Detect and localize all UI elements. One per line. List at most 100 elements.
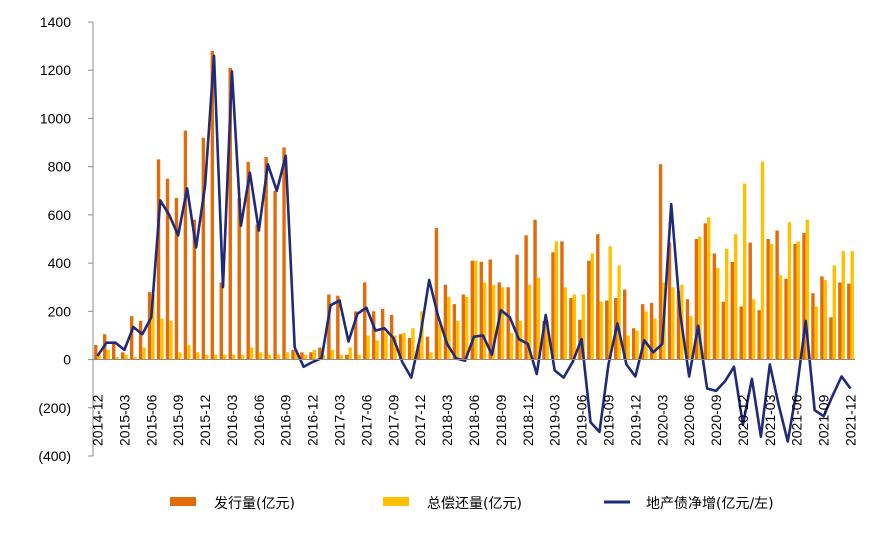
- bar-issuance: [712, 253, 717, 360]
- x-tick-label: 2021-06: [789, 394, 805, 446]
- bar-issuance: [524, 235, 528, 360]
- bar-issuance: [112, 341, 116, 360]
- x-tick-label: 2019-12: [627, 394, 643, 446]
- bar-issuance: [640, 304, 645, 360]
- bar-issuance: [398, 334, 403, 360]
- bar-issuance: [291, 349, 295, 360]
- bar-issuance: [156, 159, 161, 360]
- bar-issuance: [237, 198, 241, 360]
- bar-repayment: [339, 354, 343, 360]
- bar-issuance: [470, 260, 474, 360]
- bar-repayment: [133, 357, 137, 360]
- bar-issuance: [228, 67, 232, 360]
- x-tick-label: 2021-12: [843, 394, 859, 446]
- bar-repayment: [249, 347, 254, 360]
- bar-repayment: [536, 277, 541, 360]
- bar-issuance: [371, 311, 376, 360]
- bar-repayment: [438, 323, 442, 360]
- bar-repayment: [841, 251, 845, 360]
- bar-issuance: [488, 259, 492, 360]
- x-tick-label: 2016-03: [224, 394, 240, 446]
- bar-issuance: [551, 252, 555, 360]
- x-tick-label: 2014-12: [89, 394, 105, 446]
- bar-repayment: [196, 352, 200, 360]
- bar-repayment: [832, 265, 836, 360]
- y-tick-label: 1200: [40, 62, 71, 78]
- bar-repayment: [509, 333, 514, 360]
- bar-repayment: [491, 284, 496, 360]
- bar-repayment: [527, 284, 532, 360]
- bar-repayment: [608, 246, 612, 360]
- bar-issuance: [282, 147, 286, 360]
- bar-issuance: [380, 308, 385, 360]
- bar-issuance: [631, 328, 636, 360]
- bar-issuance: [730, 261, 734, 360]
- bar-issuance: [219, 282, 223, 360]
- bar-repayment: [769, 243, 774, 360]
- bar-issuance: [649, 302, 654, 360]
- bar-repayment: [563, 287, 568, 360]
- bar-issuance: [183, 130, 188, 360]
- bar-repayment: [267, 354, 272, 360]
- bar-issuance: [658, 164, 663, 360]
- x-tick-label: 2020-09: [708, 394, 724, 446]
- bar-repayment: [402, 333, 406, 360]
- bars-layer: [94, 50, 854, 360]
- bar-repayment: [698, 236, 702, 360]
- bar-issuance: [273, 190, 277, 360]
- y-tick-label: 800: [48, 159, 72, 175]
- bar-repayment: [635, 330, 639, 360]
- x-tick-label: 2015-03: [116, 394, 132, 446]
- bar-repayment: [276, 354, 281, 360]
- bar-repayment: [716, 267, 720, 360]
- bar-issuance: [703, 223, 708, 360]
- bar-repayment: [456, 320, 460, 360]
- bar-issuance: [542, 320, 546, 360]
- bar-issuance: [94, 345, 98, 360]
- bar-repayment: [366, 335, 370, 360]
- y-tick-label: 1000: [40, 110, 71, 126]
- bar-issuance: [506, 287, 510, 360]
- bar-issuance: [210, 50, 215, 360]
- bar-issuance: [802, 232, 806, 360]
- x-tick-label: 2021-09: [816, 394, 832, 446]
- bar-repayment: [814, 306, 819, 360]
- bar-repayment: [348, 347, 352, 360]
- bar-issuance: [255, 224, 259, 360]
- x-tick-label: 2016-06: [251, 394, 267, 446]
- bar-issuance: [829, 317, 833, 360]
- bar-repayment: [411, 328, 415, 360]
- bar-repayment: [644, 311, 648, 360]
- bar-repayment: [850, 251, 854, 360]
- bar-repayment: [393, 335, 397, 360]
- bar-repayment: [312, 349, 317, 360]
- y-tick-label: 400: [48, 255, 72, 271]
- x-tick-label: 2016-12: [305, 394, 321, 446]
- x-tick-label: 2017-09: [385, 394, 401, 446]
- x-tick-label: 2021-03: [762, 394, 778, 446]
- bar-issuance: [587, 260, 591, 360]
- bar-issuance: [165, 178, 170, 360]
- bar-issuance: [578, 319, 582, 360]
- line-net-increase: [96, 54, 852, 443]
- bar-issuance: [622, 289, 627, 360]
- bar-repayment: [115, 357, 119, 360]
- x-tick-label: 2020-03: [654, 394, 670, 446]
- bar-repayment: [599, 301, 603, 360]
- bar-repayment: [751, 299, 756, 360]
- x-tick-label: 2018-03: [439, 394, 455, 446]
- bar-repayment: [465, 296, 469, 360]
- bar-repayment: [97, 354, 101, 360]
- x-tick-label: 2018-06: [466, 394, 482, 446]
- bar-issuance: [452, 304, 457, 360]
- bar-repayment: [178, 352, 182, 360]
- bar-issuance: [838, 282, 842, 360]
- bar-repayment: [429, 352, 433, 360]
- bar-issuance: [318, 347, 322, 360]
- bar-issuance: [309, 352, 313, 360]
- bar-issuance: [120, 352, 125, 360]
- bar-issuance: [596, 234, 600, 360]
- bar-issuance: [201, 137, 206, 360]
- y-tick-label: (400): [38, 448, 71, 464]
- bar-repayment: [205, 354, 209, 360]
